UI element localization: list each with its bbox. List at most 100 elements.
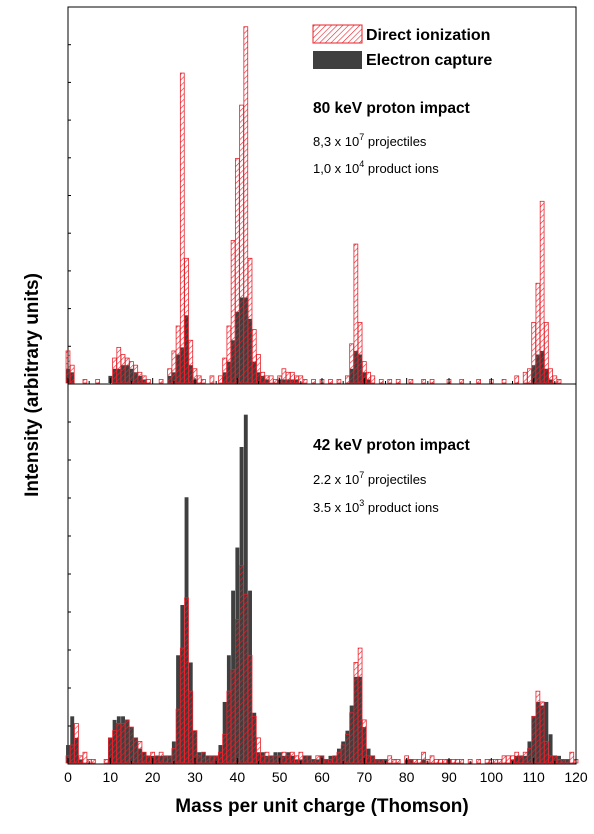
- bar-direct-ionization: [362, 720, 366, 763]
- bar-direct-ionization: [168, 756, 172, 763]
- bar-direct-ionization: [540, 201, 544, 383]
- bar-direct-ionization: [290, 372, 294, 383]
- bottom-panel-bars: [66, 415, 578, 763]
- bar-direct-ionization: [460, 379, 464, 383]
- bar-direct-ionization: [371, 376, 375, 383]
- bar-direct-ionization: [172, 351, 176, 383]
- bar-direct-ionization: [265, 752, 269, 763]
- bar-direct-ionization: [290, 752, 294, 763]
- bar-direct-ionization: [125, 358, 129, 383]
- bar-direct-ionization: [494, 759, 498, 763]
- top-panel-bars: [66, 27, 561, 383]
- bar-direct-ionization: [515, 376, 519, 383]
- bottom-panel-annotation: 42 keV proton impact 2.2 x 107 projectil…: [313, 437, 470, 515]
- x-tick-label: 70: [357, 769, 373, 785]
- bar-direct-ionization: [477, 379, 481, 383]
- bar-direct-ionization: [252, 330, 256, 383]
- bar-direct-ionization: [350, 344, 354, 383]
- x-tick-label: 80: [399, 769, 415, 785]
- bar-direct-ionization: [324, 759, 328, 763]
- bar-direct-ionization: [83, 379, 87, 383]
- bar-direct-ionization: [227, 691, 231, 763]
- bar-direct-ionization: [269, 756, 273, 763]
- bar-direct-ionization: [329, 759, 333, 763]
- bar-direct-ionization: [163, 756, 167, 763]
- bar-direct-ionization: [540, 702, 544, 763]
- bar-direct-ionization: [113, 358, 117, 383]
- bar-direct-ionization: [197, 756, 201, 763]
- bar-direct-ionization: [485, 759, 489, 763]
- bar-direct-ionization: [523, 752, 527, 763]
- bar-direct-ionization: [70, 365, 74, 383]
- bar-direct-ionization: [443, 759, 447, 763]
- bar-direct-ionization: [295, 376, 299, 383]
- bar-direct-ionization: [532, 716, 536, 763]
- bar-direct-ionization: [358, 648, 362, 763]
- bar-direct-ionization: [379, 379, 383, 383]
- bar-direct-ionization: [456, 759, 460, 763]
- bar-direct-ionization: [413, 759, 417, 763]
- bar-direct-ionization: [91, 759, 95, 763]
- bar-direct-ionization: [345, 734, 349, 763]
- bar-direct-ionization: [561, 759, 565, 763]
- bar-direct-ionization: [180, 648, 184, 763]
- bar-direct-ionization: [371, 756, 375, 763]
- bar-direct-ionization: [113, 731, 117, 763]
- bar-direct-ionization: [434, 759, 438, 763]
- bar-direct-ionization: [96, 379, 100, 383]
- bar-direct-ionization: [176, 326, 180, 383]
- x-tick-label: 110: [523, 769, 546, 785]
- bar-direct-ionization: [354, 662, 358, 763]
- top-panel-title: 80 keV proton impact: [313, 100, 470, 117]
- bar-direct-ionization: [155, 756, 159, 763]
- bar-direct-ionization: [337, 379, 341, 383]
- bar-direct-ionization: [570, 752, 574, 763]
- bar-direct-ionization: [265, 376, 269, 383]
- bar-direct-ionization: [451, 759, 455, 763]
- bar-direct-ionization: [261, 756, 265, 763]
- bar-direct-ionization: [142, 752, 146, 763]
- bar-direct-ionization: [549, 756, 553, 763]
- bar-direct-ionization: [307, 756, 311, 763]
- bar-direct-ionization: [523, 372, 527, 383]
- x-tick-label: 50: [272, 769, 288, 785]
- bar-direct-ionization: [417, 759, 421, 763]
- bar-direct-ionization: [375, 759, 379, 763]
- bar-direct-ionization: [519, 756, 523, 763]
- bar-direct-ionization: [197, 376, 201, 383]
- bar-direct-ionization: [350, 713, 354, 763]
- bar-direct-ionization: [544, 741, 548, 763]
- bar-direct-ionization: [502, 379, 506, 383]
- bar-direct-ionization: [367, 372, 371, 383]
- bar-direct-ionization: [549, 369, 553, 383]
- bar-direct-ionization: [235, 619, 239, 763]
- bar-direct-ionization: [477, 759, 481, 763]
- legend-swatch-capture: [313, 51, 362, 69]
- bar-direct-ionization: [409, 759, 413, 763]
- bar-direct-ionization: [248, 258, 252, 383]
- bar-direct-ionization: [117, 347, 121, 383]
- bar-direct-ionization: [498, 759, 502, 763]
- bottom-panel-product-ions: 3.5 x 103 product ions: [313, 498, 439, 515]
- bar-direct-ionization: [566, 759, 570, 763]
- bar-direct-ionization: [273, 756, 277, 763]
- legend-label-direct: Direct ionization: [366, 27, 490, 44]
- y-axis-title: Intensity (arbitrary units): [22, 273, 43, 497]
- bar-direct-ionization: [379, 759, 383, 763]
- bar-direct-ionization: [138, 741, 142, 763]
- bar-direct-ionization: [557, 379, 561, 383]
- bar-direct-ionization: [303, 379, 307, 383]
- bar-direct-ionization: [367, 756, 371, 763]
- bar-direct-ionization: [210, 376, 214, 383]
- legend-swatch-direct: [313, 25, 362, 43]
- bar-direct-ionization: [515, 752, 519, 763]
- bar-direct-ionization: [396, 379, 400, 383]
- bar-direct-ionization: [130, 362, 134, 383]
- bar-direct-ionization: [83, 752, 87, 763]
- bar-direct-ionization: [104, 759, 108, 763]
- bottom-panel-title: 42 keV proton impact: [313, 437, 470, 454]
- bar-direct-ionization: [240, 105, 244, 383]
- bar-direct-ionization: [138, 372, 142, 383]
- bar-direct-ionization: [392, 759, 396, 763]
- bar-direct-ionization: [312, 759, 316, 763]
